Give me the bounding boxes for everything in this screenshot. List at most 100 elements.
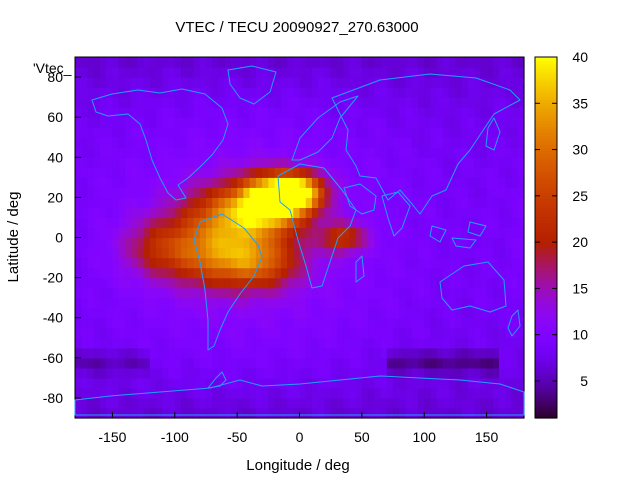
heatmap-cell — [287, 407, 294, 419]
heatmap-cell — [455, 167, 463, 178]
heatmap-cell — [162, 177, 170, 188]
heatmap-cell — [411, 177, 419, 188]
heatmap-cell — [205, 297, 213, 309]
heatmap-cell — [187, 137, 195, 148]
heatmap-cell — [486, 207, 494, 219]
heatmap-cell — [268, 137, 276, 148]
heatmap-cell — [255, 107, 263, 118]
heatmap-cell — [474, 177, 481, 188]
heatmap-cell — [174, 317, 182, 329]
heatmap-cell — [174, 117, 182, 128]
heatmap-cell — [336, 277, 344, 289]
heatmap-cell — [517, 317, 525, 329]
heatmap-cell — [75, 347, 82, 359]
heatmap-cell — [424, 297, 432, 309]
heatmap-cell — [449, 307, 457, 319]
heatmap-cell — [237, 397, 244, 409]
heatmap-cell — [131, 407, 138, 419]
colorbar-band — [535, 288, 557, 293]
heatmap-cell — [430, 407, 438, 419]
heatmap-cell — [343, 57, 350, 68]
heatmap-cell — [124, 257, 132, 269]
heatmap-cell — [93, 337, 101, 349]
heatmap-cell — [112, 227, 120, 239]
heatmap-cell — [280, 257, 288, 269]
heatmap-cell — [212, 227, 220, 239]
heatmap-cell — [368, 337, 375, 349]
heatmap-cell — [374, 167, 382, 178]
heatmap-cell — [436, 307, 444, 319]
heatmap-cell — [393, 217, 400, 229]
heatmap-cell — [218, 197, 226, 209]
heatmap-cell — [87, 177, 95, 188]
heatmap-cell — [230, 257, 238, 269]
heatmap-cell — [255, 177, 263, 188]
heatmap-cell — [386, 337, 394, 349]
heatmap-cell — [168, 387, 176, 399]
heatmap-cell — [212, 347, 220, 359]
heatmap-cell — [424, 97, 432, 108]
heatmap-cell — [162, 67, 170, 78]
heatmap-cell — [255, 287, 263, 299]
heatmap-cell — [156, 137, 163, 148]
heatmap-cell — [187, 87, 195, 98]
heatmap-cell — [517, 57, 525, 68]
heatmap-cell — [417, 147, 425, 158]
heatmap-cell — [93, 117, 101, 128]
heatmap-cell — [386, 367, 394, 379]
heatmap-cell — [411, 77, 419, 88]
heatmap-cell — [442, 137, 450, 148]
heatmap-cell — [480, 367, 488, 379]
heatmap-cell — [149, 187, 157, 198]
heatmap-cell — [368, 297, 375, 309]
heatmap-cell — [311, 297, 319, 309]
heatmap-cell — [442, 327, 450, 339]
heatmap-cell — [193, 207, 201, 219]
heatmap-cell — [405, 147, 413, 158]
heatmap-cell — [305, 227, 313, 239]
heatmap-cell — [293, 377, 301, 389]
colorbar-band — [535, 222, 557, 227]
colorbar-tick-label: 10 — [572, 327, 588, 343]
heatmap-cell — [492, 367, 500, 379]
heatmap-cell — [93, 227, 101, 239]
heatmap-cell — [93, 347, 101, 359]
heatmap-cell — [442, 317, 450, 329]
heatmap-cell — [243, 107, 251, 118]
heatmap-cell — [218, 107, 226, 118]
colorbar-band — [535, 57, 557, 61]
heatmap-cell — [168, 407, 176, 419]
colorbar-band — [535, 369, 557, 374]
heatmap-cell — [461, 397, 469, 409]
heatmap-cell — [517, 197, 525, 209]
heatmap-cell — [143, 347, 151, 359]
x-tick-label: -50 — [227, 429, 247, 445]
heatmap-cell — [517, 347, 525, 359]
heatmap-cell — [99, 367, 107, 379]
heatmap-cell — [268, 127, 276, 138]
heatmap-cell — [106, 217, 114, 229]
colorbar-band — [535, 414, 557, 419]
heatmap-cell — [230, 317, 238, 329]
heatmap-cell — [355, 57, 363, 68]
heatmap-cell — [224, 367, 232, 379]
heatmap-cell — [118, 167, 126, 178]
heatmap-cell — [75, 187, 82, 198]
heatmap-cell — [442, 157, 450, 168]
heatmap-cell — [368, 97, 375, 108]
heatmap-cell — [393, 407, 400, 419]
heatmap-cell — [230, 157, 238, 168]
heatmap-cell — [255, 207, 263, 219]
heatmap-cell — [268, 247, 276, 259]
heatmap-cell — [262, 207, 269, 219]
heatmap-cell — [274, 307, 282, 319]
heatmap-cell — [393, 287, 400, 299]
heatmap-cell — [449, 357, 457, 369]
heatmap-cell — [162, 397, 170, 409]
heatmap-cell — [156, 307, 163, 319]
heatmap-cell — [336, 117, 344, 128]
heatmap-cell — [436, 327, 444, 339]
heatmap-cell — [181, 127, 188, 138]
heatmap-cell — [505, 87, 513, 98]
heatmap-cell — [505, 217, 513, 229]
